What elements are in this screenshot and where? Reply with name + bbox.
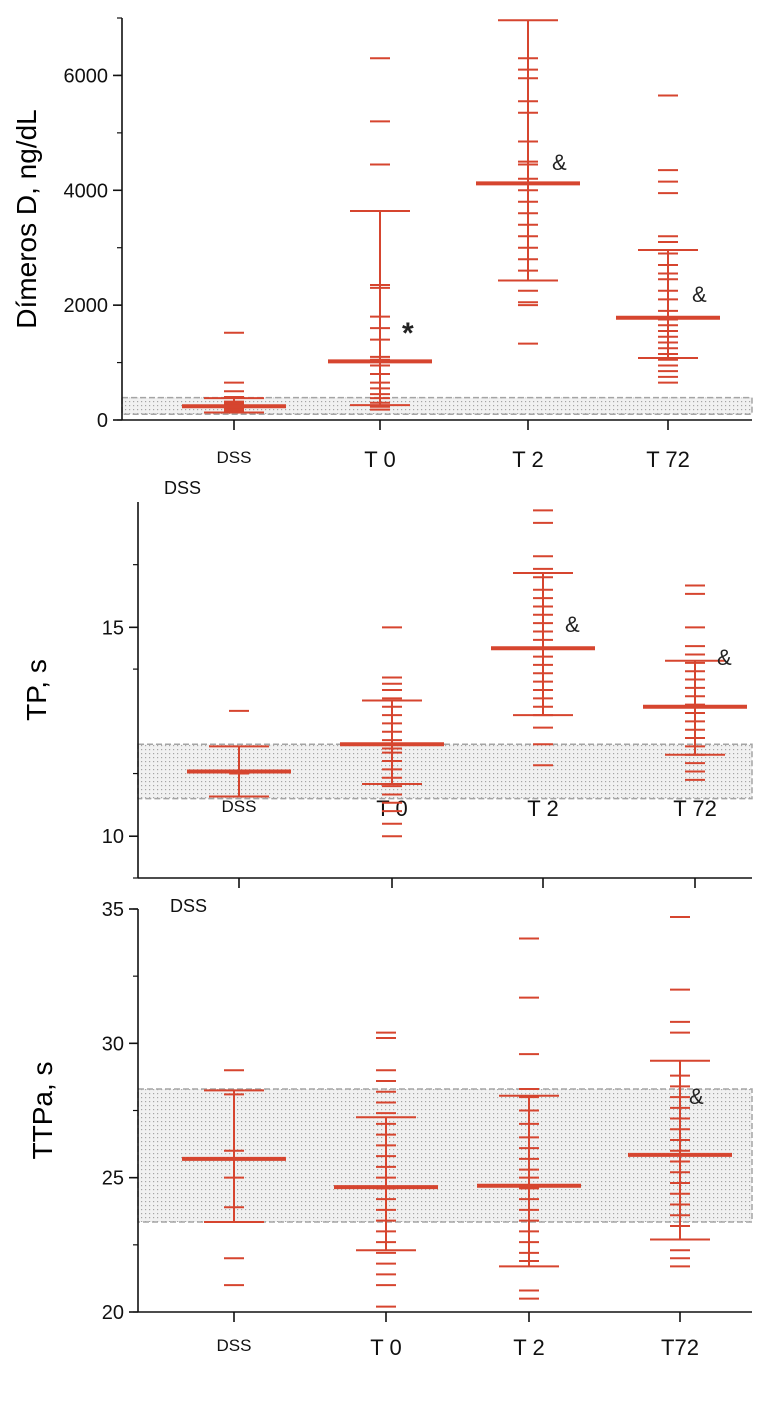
significance-mark: * [402,317,414,350]
x-category-label: T 0 [364,447,395,472]
y-tick-label: 25 [102,1168,124,1190]
x-category-label: DSS [217,448,252,467]
x-category-label: T 0 [376,796,407,821]
x-category-label: DSS [222,797,257,816]
significance-mark: & [689,1084,704,1109]
y-tick-label: 0 [97,410,108,432]
y-axis-label: TP, s [21,659,52,721]
significance-mark: & [565,612,580,637]
reference-band [121,396,753,416]
y-tick-label: 6000 [64,65,109,87]
stray-dss-label: DSS [164,478,201,498]
x-category-label: T 2 [512,447,543,472]
y-tick-label: 35 [102,899,124,921]
x-category-label: T 72 [673,796,717,821]
y-tick-label: 4000 [64,180,109,202]
stray-dss-label: DSS [170,896,207,916]
x-category-label: T 2 [513,1335,544,1360]
y-axis-label: Dímeros D, ng/dL [11,109,42,328]
significance-mark: & [552,150,567,175]
y-tick-label: 15 [102,617,124,639]
y-tick-label: 2000 [64,295,109,317]
y-axis-label: TTPa, s [27,1061,58,1159]
y-tick-label: 10 [102,826,124,848]
x-category-label: T72 [661,1335,699,1360]
x-category-label: T 72 [646,447,690,472]
x-category-label: T 0 [370,1335,401,1360]
significance-mark: & [692,282,707,307]
y-tick-label: 20 [102,1302,124,1324]
significance-mark: & [717,645,732,670]
x-category-label: T 2 [527,796,558,821]
x-category-label: DSS [217,1336,252,1355]
y-tick-label: 30 [102,1033,124,1055]
